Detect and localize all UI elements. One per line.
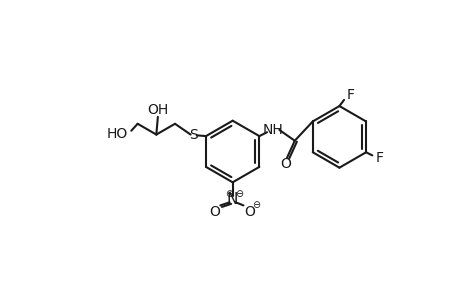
- Text: F: F: [375, 152, 383, 165]
- Text: ⊖: ⊖: [251, 200, 259, 210]
- Text: O: O: [244, 205, 254, 219]
- Text: HO: HO: [106, 127, 128, 141]
- Text: O: O: [280, 157, 291, 171]
- Text: NH: NH: [262, 123, 283, 137]
- Text: ⊕: ⊕: [224, 189, 232, 199]
- Text: S: S: [189, 128, 198, 142]
- Text: O: O: [208, 205, 219, 219]
- Text: OH: OH: [147, 103, 168, 117]
- Text: ⊖: ⊖: [234, 189, 242, 199]
- Text: F: F: [346, 88, 353, 102]
- Text: N: N: [226, 192, 238, 207]
